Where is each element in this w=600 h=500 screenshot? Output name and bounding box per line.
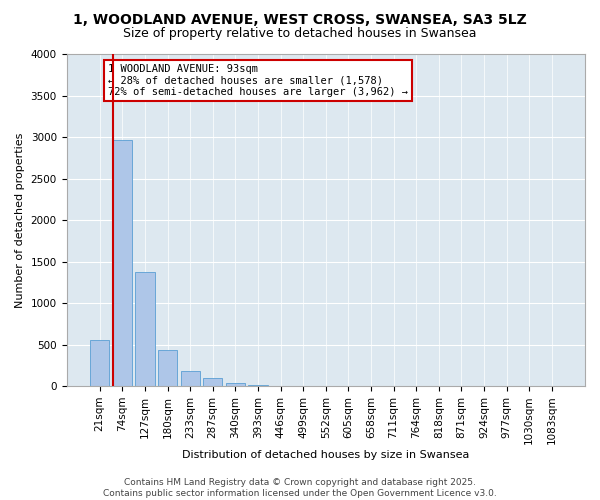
Bar [158, 350, 177, 386]
Text: 1, WOODLAND AVENUE, WEST CROSS, SWANSEA, SA3 5LZ: 1, WOODLAND AVENUE, WEST CROSS, SWANSEA,… [73, 12, 527, 26]
Text: Size of property relative to detached houses in Swansea: Size of property relative to detached ho… [123, 28, 477, 40]
Bar [248, 385, 268, 386]
Text: 1 WOODLAND AVENUE: 93sqm
← 28% of detached houses are smaller (1,578)
72% of sem: 1 WOODLAND AVENUE: 93sqm ← 28% of detach… [108, 64, 408, 97]
Y-axis label: Number of detached properties: Number of detached properties [15, 132, 25, 308]
Bar [113, 140, 132, 386]
Bar [90, 340, 109, 386]
Bar [181, 370, 200, 386]
Bar [203, 378, 223, 386]
Bar [136, 272, 155, 386]
Text: Contains HM Land Registry data © Crown copyright and database right 2025.
Contai: Contains HM Land Registry data © Crown c… [103, 478, 497, 498]
X-axis label: Distribution of detached houses by size in Swansea: Distribution of detached houses by size … [182, 450, 469, 460]
Bar [226, 383, 245, 386]
